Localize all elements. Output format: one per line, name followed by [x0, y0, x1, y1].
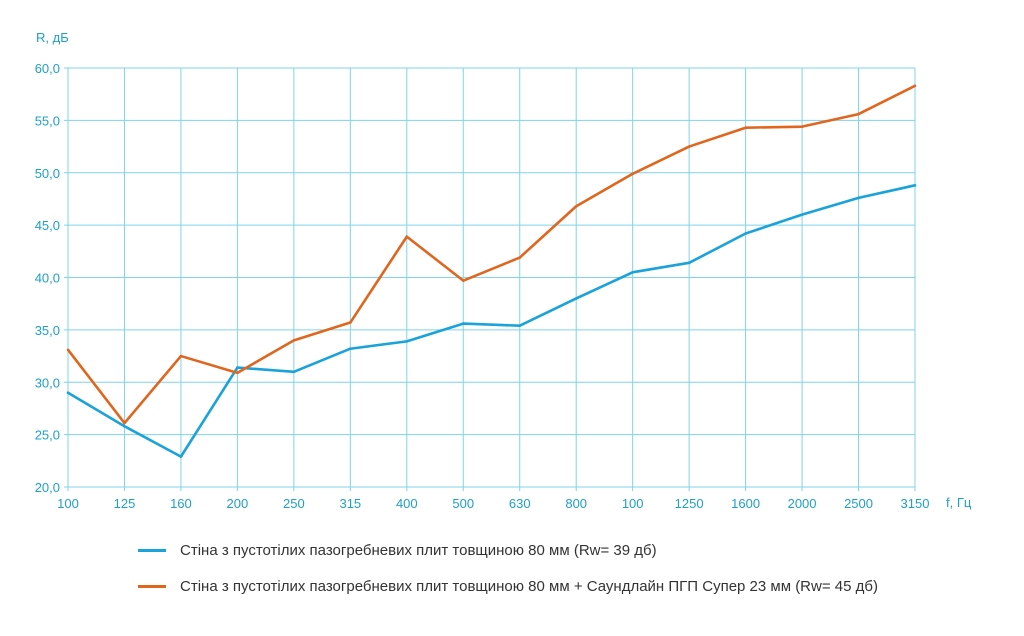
y-tick-label: 35,0	[35, 323, 60, 338]
x-tick-label: 800	[565, 496, 587, 511]
y-tick-label: 20,0	[35, 480, 60, 495]
chart: R, дБ f, Гц 100 125 160 200 250 315 400 500 630 8…	[35, 30, 972, 511]
y-tick-label: 30,0	[35, 375, 60, 390]
y-tick-label: 55,0	[35, 113, 60, 128]
data-point	[800, 213, 804, 216]
legend-swatch	[138, 585, 166, 588]
data-point	[857, 112, 860, 116]
data-point	[349, 347, 352, 351]
data-point	[349, 321, 352, 324]
data-point	[518, 324, 522, 327]
x-tick-label: 3150	[901, 496, 930, 511]
series-line-1	[67, 184, 916, 458]
y-tick-label: 45,0	[35, 218, 60, 233]
x-tick-label: 400	[396, 496, 418, 511]
data-point	[405, 340, 409, 343]
legend-label: Стіна з пустотілих пазогребневих плит то…	[180, 578, 878, 595]
legend-item-1: Стіна з пустотілих пазогребневих плит то…	[138, 542, 657, 559]
x-tick-label: 250	[283, 496, 305, 511]
data-point	[574, 204, 578, 208]
data-point	[236, 366, 239, 369]
data-point	[744, 232, 747, 235]
data-point	[857, 196, 860, 200]
y-axis-label: R, дБ	[36, 30, 69, 45]
x-axis-label: f, Гц	[946, 495, 972, 510]
x-tick-label: 2500	[844, 496, 873, 511]
legend-item-2: Стіна з пустотілих пазогребневих плит то…	[138, 578, 878, 595]
data-point	[66, 391, 70, 395]
data-point	[179, 455, 183, 458]
x-tick-label: 200	[227, 496, 249, 511]
data-point	[123, 421, 126, 425]
y-tick-label: 60,0	[35, 61, 60, 76]
data-point	[461, 279, 465, 282]
y-tick-label: 50,0	[35, 166, 60, 181]
data-point	[292, 370, 296, 374]
data-point	[179, 354, 183, 358]
x-tick-label: 500	[452, 496, 474, 511]
data-point	[461, 322, 465, 325]
data-point	[236, 371, 239, 375]
x-tick-label: 1600	[731, 496, 760, 511]
legend-label: Стіна з пустотілих пазогребневих плит то…	[180, 542, 657, 559]
data-point	[631, 172, 634, 176]
x-tick-label: 100	[622, 496, 644, 511]
data-point	[800, 125, 804, 128]
series-line-2	[66, 84, 916, 425]
x-tick-label: 2000	[788, 496, 817, 511]
data-point	[518, 256, 522, 259]
x-tick-label: 1250	[675, 496, 704, 511]
data-point	[292, 339, 296, 342]
y-tick-label: 25,0	[35, 428, 60, 443]
legend-swatch	[138, 549, 166, 552]
data-point	[123, 424, 126, 428]
data-point	[631, 270, 634, 274]
data-point	[913, 84, 917, 88]
x-tick-label: 630	[509, 496, 531, 511]
x-tick-label: 125	[114, 496, 136, 511]
x-tick-label: 160	[170, 496, 192, 511]
data-point	[744, 126, 747, 130]
data-point	[405, 235, 409, 238]
x-tick-label: 315	[339, 496, 361, 511]
data-point	[66, 348, 70, 352]
data-point	[574, 297, 578, 300]
data-point	[687, 261, 691, 265]
y-tick-label: 40,0	[35, 271, 60, 286]
data-point	[687, 145, 691, 148]
x-tick-label: 100	[57, 496, 79, 511]
data-point	[913, 184, 917, 187]
